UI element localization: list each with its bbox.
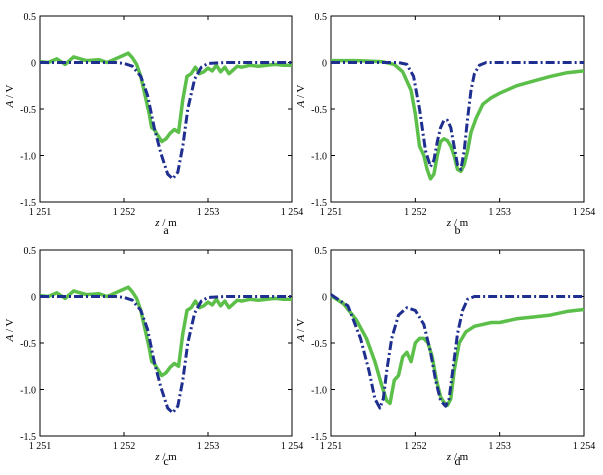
plot-frame xyxy=(330,15,585,203)
x-tick-label: 1 254 xyxy=(281,441,304,452)
panel-letter: a xyxy=(163,223,169,237)
x-axis-label: z / m xyxy=(446,217,469,229)
y-tick-label: -1.0 xyxy=(20,386,36,397)
panel-d: 0.5 0 -0.5 -1.0 -1.51 251 1 252 1 253 1 254 z / … xyxy=(295,246,595,468)
y-axis-label: A / V xyxy=(4,318,16,342)
y-tick-label: -0.5 xyxy=(20,339,36,350)
y-tick-label: 0 xyxy=(322,59,327,70)
y-tick-label: 0.5 xyxy=(315,246,328,257)
y-tick-label: 0 xyxy=(322,293,327,304)
series-model xyxy=(40,295,292,415)
x-axis-label: z / m xyxy=(446,451,469,463)
x-axis-label: z / m xyxy=(154,217,177,229)
panel-c: 0.5 0 -0.5 -1.0 -1.51 251 1 252 1 253 1 254 z / … xyxy=(4,246,303,468)
x-tick-label: 1 253 xyxy=(197,207,220,218)
y-tick-label: -1.5 xyxy=(311,198,327,209)
x-tick-label: 1 251 xyxy=(29,207,52,218)
y-tick-label: -0.5 xyxy=(20,105,36,116)
x-tick-label: 1 251 xyxy=(320,441,343,452)
y-axis-label: A / V xyxy=(295,318,307,342)
x-tick-label: 1 252 xyxy=(404,441,427,452)
series-measured xyxy=(39,51,292,144)
series-model xyxy=(330,293,584,410)
plot-frame xyxy=(39,249,293,437)
x-tick-label: 1 253 xyxy=(488,207,511,218)
series-model xyxy=(331,61,584,171)
panel-a: 0.5 0 -0.5 -1.0 -1.51 251 1 252 1 253 1 254 z / … xyxy=(4,12,303,237)
x-axis-label: z / m xyxy=(154,451,177,463)
y-tick-label: -0.5 xyxy=(311,105,327,116)
panel-letter: d xyxy=(455,454,461,468)
y-tick-label: 0.5 xyxy=(24,246,37,257)
panel-b: 0.5 0 -0.5 -1.0 -1.51 251 1 252 1 253 1 254 z / … xyxy=(295,12,595,237)
y-tick-label: -0.5 xyxy=(311,339,327,350)
y-tick-label: -1.0 xyxy=(311,152,327,163)
x-tick-label: 1 253 xyxy=(488,441,511,452)
x-tick-label: 1 251 xyxy=(29,441,52,452)
x-tick-label: 1 254 xyxy=(281,207,304,218)
y-tick-label: 0 xyxy=(31,59,36,70)
series-measured xyxy=(330,294,585,408)
series-measured xyxy=(331,58,585,181)
x-tick-label: 1 253 xyxy=(197,441,220,452)
y-tick-label: -1.0 xyxy=(311,386,327,397)
panel-letter: c xyxy=(163,454,168,468)
y-axis-label: A / V xyxy=(295,84,307,108)
y-axis-label: A / V xyxy=(4,84,16,108)
plot-frame xyxy=(39,15,293,203)
x-tick-label: 1 254 xyxy=(573,441,596,452)
y-tick-label: 0.5 xyxy=(24,12,37,23)
x-tick-label: 1 252 xyxy=(404,207,427,218)
y-tick-label: 0 xyxy=(31,293,36,304)
series-measured xyxy=(39,285,292,378)
series-model xyxy=(40,61,292,181)
y-tick-label: -1.5 xyxy=(20,432,36,443)
y-tick-label: 0.5 xyxy=(315,12,328,23)
y-tick-label: -1.5 xyxy=(20,198,36,209)
x-tick-label: 1 252 xyxy=(113,207,136,218)
y-tick-label: -1.5 xyxy=(311,432,327,443)
x-tick-label: 1 251 xyxy=(320,207,343,218)
panel-letter: b xyxy=(455,223,461,237)
y-tick-label: -1.0 xyxy=(20,152,36,163)
x-tick-label: 1 252 xyxy=(113,441,136,452)
x-tick-label: 1 254 xyxy=(573,207,596,218)
